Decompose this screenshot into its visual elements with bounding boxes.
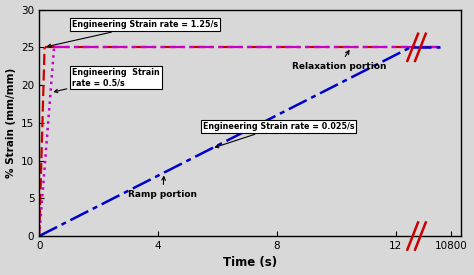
Y-axis label: % Strain (mm/mm): % Strain (mm/mm) [6, 68, 16, 178]
Text: Engineering Strain rate = 1.25/s: Engineering Strain rate = 1.25/s [47, 20, 218, 47]
Text: Relaxation portion: Relaxation portion [292, 51, 386, 71]
X-axis label: Time (s): Time (s) [223, 257, 277, 269]
Text: Engineering Strain rate = 0.025/s: Engineering Strain rate = 0.025/s [202, 122, 354, 148]
Text: Ramp portion: Ramp portion [128, 177, 197, 199]
Text: Engineering  Strain
rate = 0.5/s: Engineering Strain rate = 0.5/s [55, 68, 160, 92]
